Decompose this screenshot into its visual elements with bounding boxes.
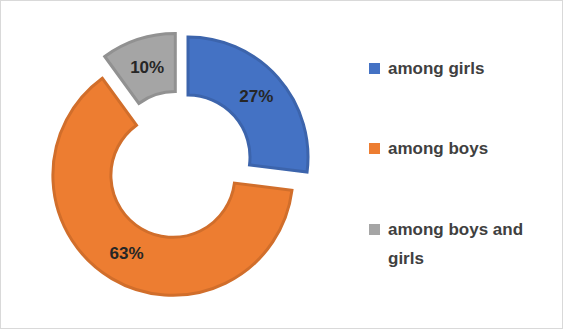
legend-item: among boys (369, 137, 549, 163)
donut-slice (105, 34, 176, 104)
legend-label: among boys and girls (388, 215, 548, 273)
donut-slice (53, 78, 292, 295)
donut-slice (188, 37, 308, 172)
data-label: 10% (130, 58, 164, 77)
legend-item: among girls (369, 57, 549, 83)
legend-swatch (369, 224, 380, 235)
chart-svg: 27% 63% 10% (1, 1, 562, 328)
data-label: 63% (110, 244, 144, 263)
slices (53, 34, 308, 296)
legend-swatch (369, 63, 380, 74)
legend-item: among boys and girls (369, 218, 549, 273)
data-labels: 27% 63% 10% (110, 58, 274, 264)
data-label: 27% (239, 87, 273, 106)
legend-label: among boys (388, 134, 548, 163)
legend-label: among girls (388, 54, 548, 83)
chart-frame: 27% 63% 10% among girls among boys among boys… (0, 0, 563, 329)
legend-swatch (369, 143, 380, 154)
